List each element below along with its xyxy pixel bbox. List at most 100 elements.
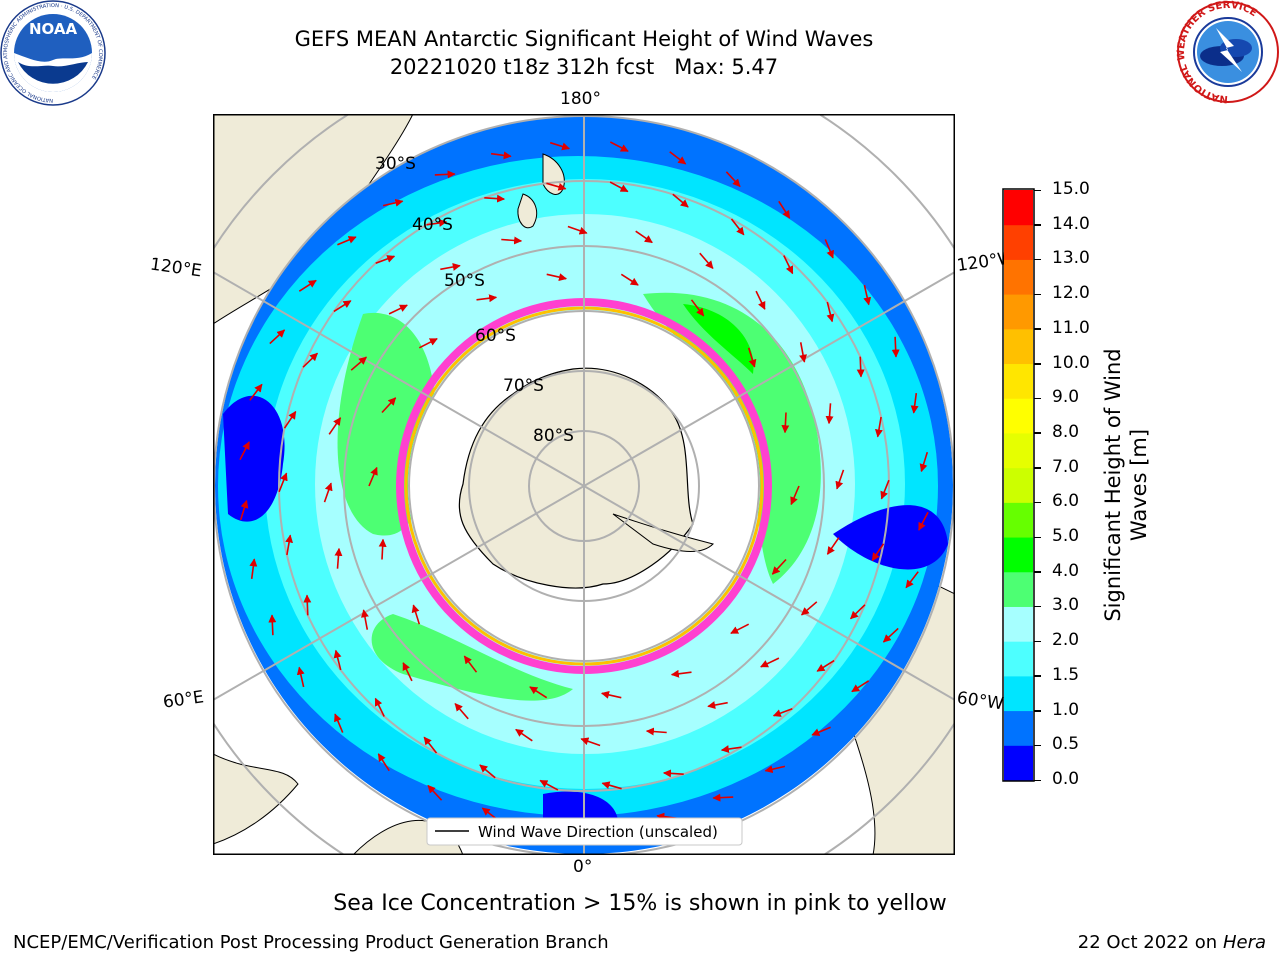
colorbar-segment: [1004, 259, 1033, 295]
wind-wave-arrow: [249, 383, 263, 401]
wind-wave-arrow: [690, 299, 705, 317]
wind-wave-arrow: [454, 702, 469, 720]
colorbar-tick-mark: [1034, 467, 1041, 469]
wind-wave-arrow: [672, 193, 689, 208]
wind-wave-arrow: [402, 662, 413, 682]
wind-wave-arrow: [278, 472, 288, 493]
colorbar-tick-label: 2.0: [1052, 630, 1080, 651]
wind-wave-arrow: [350, 356, 368, 371]
colorbar-tick-mark: [1034, 571, 1041, 573]
colorbar-tick-label: 0.0: [1052, 769, 1080, 789]
lon-label-120w: 120°W: [957, 250, 1005, 276]
colorbar-tick-mark: [1034, 224, 1041, 226]
wind-wave-arrow: [760, 657, 780, 668]
colorbar-tick-label: 1.0: [1052, 699, 1080, 720]
lat-label-40s: 40°S: [412, 215, 453, 235]
wind-wave-arrow: [285, 534, 294, 556]
lon-label-60e: 60°E: [161, 687, 206, 713]
colorbar-tick-mark: [1034, 605, 1041, 608]
colorbar-tick-mark: [1034, 258, 1041, 261]
colorbar-tick-label: 7.0: [1052, 456, 1080, 477]
wind-wave-arrow: [334, 713, 344, 733]
wave-band-0.5-west: [223, 395, 285, 522]
colorbar-tick-mark: [1034, 432, 1041, 434]
wind-wave-arrow: [501, 236, 523, 245]
wind-wave-arrow: [440, 262, 461, 271]
wind-wave-arrow: [609, 181, 629, 193]
colorbar-tick-mark: [1034, 536, 1041, 539]
colorbar-tick-label: 0.5: [1052, 734, 1080, 755]
wind-wave-arrow: [620, 273, 639, 286]
wind-wave-arrow: [515, 728, 533, 742]
footer-host: Hera: [1222, 932, 1266, 953]
wind-wave-arrow: [712, 793, 734, 802]
colorbar-label: Significant Height of Wind Waves [m]: [1096, 275, 1156, 695]
wind-wave-arrow: [863, 284, 872, 306]
wind-wave-arrow: [882, 627, 899, 643]
wind-wave-arrow: [546, 182, 567, 191]
wind-wave-arrow: [825, 403, 834, 425]
wind-wave-arrow: [663, 769, 684, 778]
lon-label-0: 0°: [573, 857, 593, 877]
wind-wave-arrow: [360, 609, 369, 630]
wind-wave-arrow: [463, 655, 478, 673]
colorbar-segment: [1004, 190, 1033, 226]
colorbar-tick-label: 13.0: [1052, 248, 1090, 269]
wind-wave-arrow: [919, 451, 929, 473]
colorbar-tick-mark: [1034, 397, 1041, 400]
wind-wave-arrow: [479, 764, 496, 779]
wind-wave-arrow: [549, 141, 571, 151]
wind-wave-arrow: [368, 466, 378, 487]
wind-wave-arrow: [783, 255, 794, 275]
colorbar-segment: [1004, 675, 1033, 712]
colorbar-tick-mark: [1034, 328, 1041, 330]
wind-wave-arrow: [411, 604, 421, 625]
colorbar-tick-mark: [1034, 363, 1041, 365]
wave-band-4.0-east: [643, 292, 821, 584]
noaa-logo-icon: NOAA NATIONAL OCEANIC AND ATMOSPHERIC AD…: [0, 0, 106, 106]
colorbar-segment: [1004, 571, 1033, 607]
legend-label: Wind Wave Direction (unscaled): [478, 823, 718, 841]
wind-wave-arrow: [824, 239, 834, 259]
colorbar-label-line1: Significant Height of Wind: [1101, 348, 1125, 622]
colorbar-tick-mark: [1034, 710, 1041, 712]
lat-label-70s: 70°S: [503, 376, 544, 396]
wind-wave-arrow: [799, 342, 808, 363]
wind-wave-arrow: [874, 416, 883, 438]
wind-wave-arrow: [730, 218, 745, 236]
colorbar-tick-label: 6.0: [1052, 491, 1080, 512]
wind-wave-arrow: [529, 686, 548, 699]
wind-wave-arrow: [381, 397, 397, 414]
wind-wave-arrow: [303, 594, 312, 616]
wind-wave-arrow: [670, 669, 692, 678]
colorbar-segment: [1004, 537, 1033, 573]
lon-label-120e: 120°E: [148, 254, 203, 282]
colorbar-tick-label: 4.0: [1052, 560, 1080, 581]
wind-wave-arrow: [239, 499, 249, 521]
wind-wave-arrow: [790, 485, 800, 506]
wind-wave-arrow: [764, 765, 786, 774]
colorbar-tick-label: 10.0: [1052, 352, 1090, 373]
svg-text:NOAA: NOAA: [29, 20, 78, 38]
wind-wave-arrow: [283, 410, 297, 429]
wind-wave-arrow: [476, 294, 498, 303]
colorbar-label-line2: Waves [m]: [1127, 428, 1151, 542]
wind-wave-arrow: [298, 279, 317, 292]
colorbar-tick-label: 15.0: [1052, 179, 1090, 199]
wind-wave-arrow: [484, 194, 505, 203]
wind-wave-arrow: [388, 304, 408, 315]
wind-wave-arrow: [835, 469, 845, 490]
colorbar-tick-label: 14.0: [1052, 213, 1090, 234]
nws-logo-icon: NATIONAL WEATHER SERVICE: [1176, 0, 1279, 104]
lat-label-60s: 60°S: [475, 326, 516, 346]
wind-wave-arrow: [296, 666, 305, 688]
wind-wave-arrow: [239, 441, 250, 461]
wind-wave-arrow: [539, 779, 559, 791]
wind-wave-arrow: [880, 479, 890, 500]
wind-wave-arrow: [426, 218, 448, 227]
colorbar: [1002, 188, 1035, 782]
wind-wave-arrow: [772, 708, 793, 717]
wind-wave-arrow: [567, 225, 588, 235]
wind-wave-arrow: [323, 482, 333, 503]
colorbar-tick-label: 5.0: [1052, 526, 1080, 547]
